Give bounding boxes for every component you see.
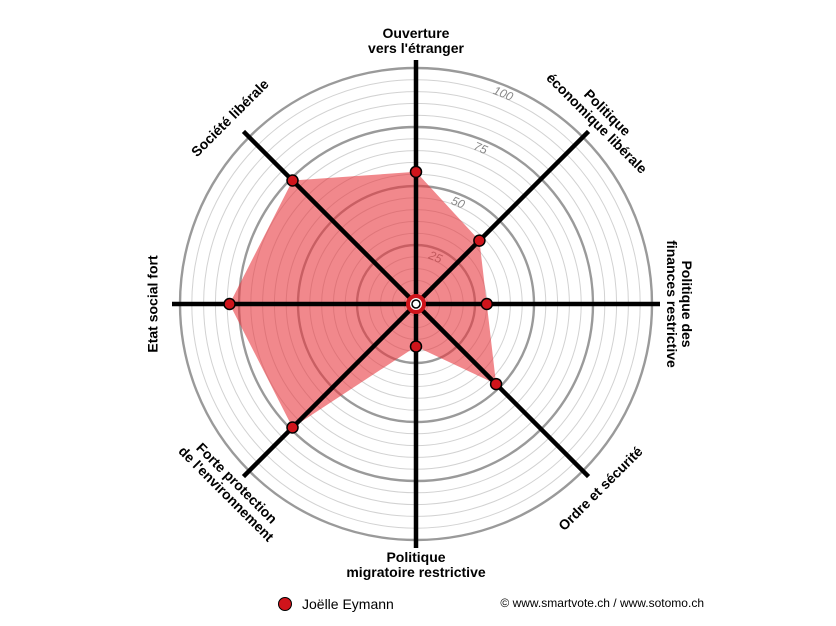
data-point xyxy=(223,297,236,311)
series-area xyxy=(229,171,497,428)
axis-label: finances restrictive xyxy=(664,240,680,368)
axis-label: Ouverture xyxy=(383,25,450,41)
data-point xyxy=(286,421,299,434)
data-point xyxy=(286,174,299,187)
axis-spoke xyxy=(414,129,591,306)
center-dot xyxy=(411,299,421,309)
tick-label: 50 xyxy=(449,194,467,212)
legend-marker xyxy=(278,597,292,611)
data-point xyxy=(480,297,494,311)
axis-label: Etat social fort xyxy=(145,255,161,353)
legend: Joëlle Eymann xyxy=(278,594,394,614)
axis-label-group: Etat social fort xyxy=(145,255,161,353)
axis-spoke xyxy=(241,302,418,479)
axis-spoke xyxy=(414,302,591,479)
axis-label: Politique des xyxy=(679,260,695,347)
axis-label: migratoire restrictive xyxy=(346,564,485,580)
legend-label: Joëlle Eymann xyxy=(302,596,394,612)
data-point xyxy=(409,165,423,179)
axis-spoke xyxy=(241,129,418,306)
data-point xyxy=(409,340,423,353)
axis-label: vers l'étranger xyxy=(368,40,464,56)
tick-label: 75 xyxy=(472,139,490,157)
axis-label: Politique xyxy=(386,549,445,565)
data-point xyxy=(473,234,486,247)
data-point xyxy=(489,377,503,391)
credits: © www.smartvote.ch / www.sotomo.ch xyxy=(500,596,704,610)
